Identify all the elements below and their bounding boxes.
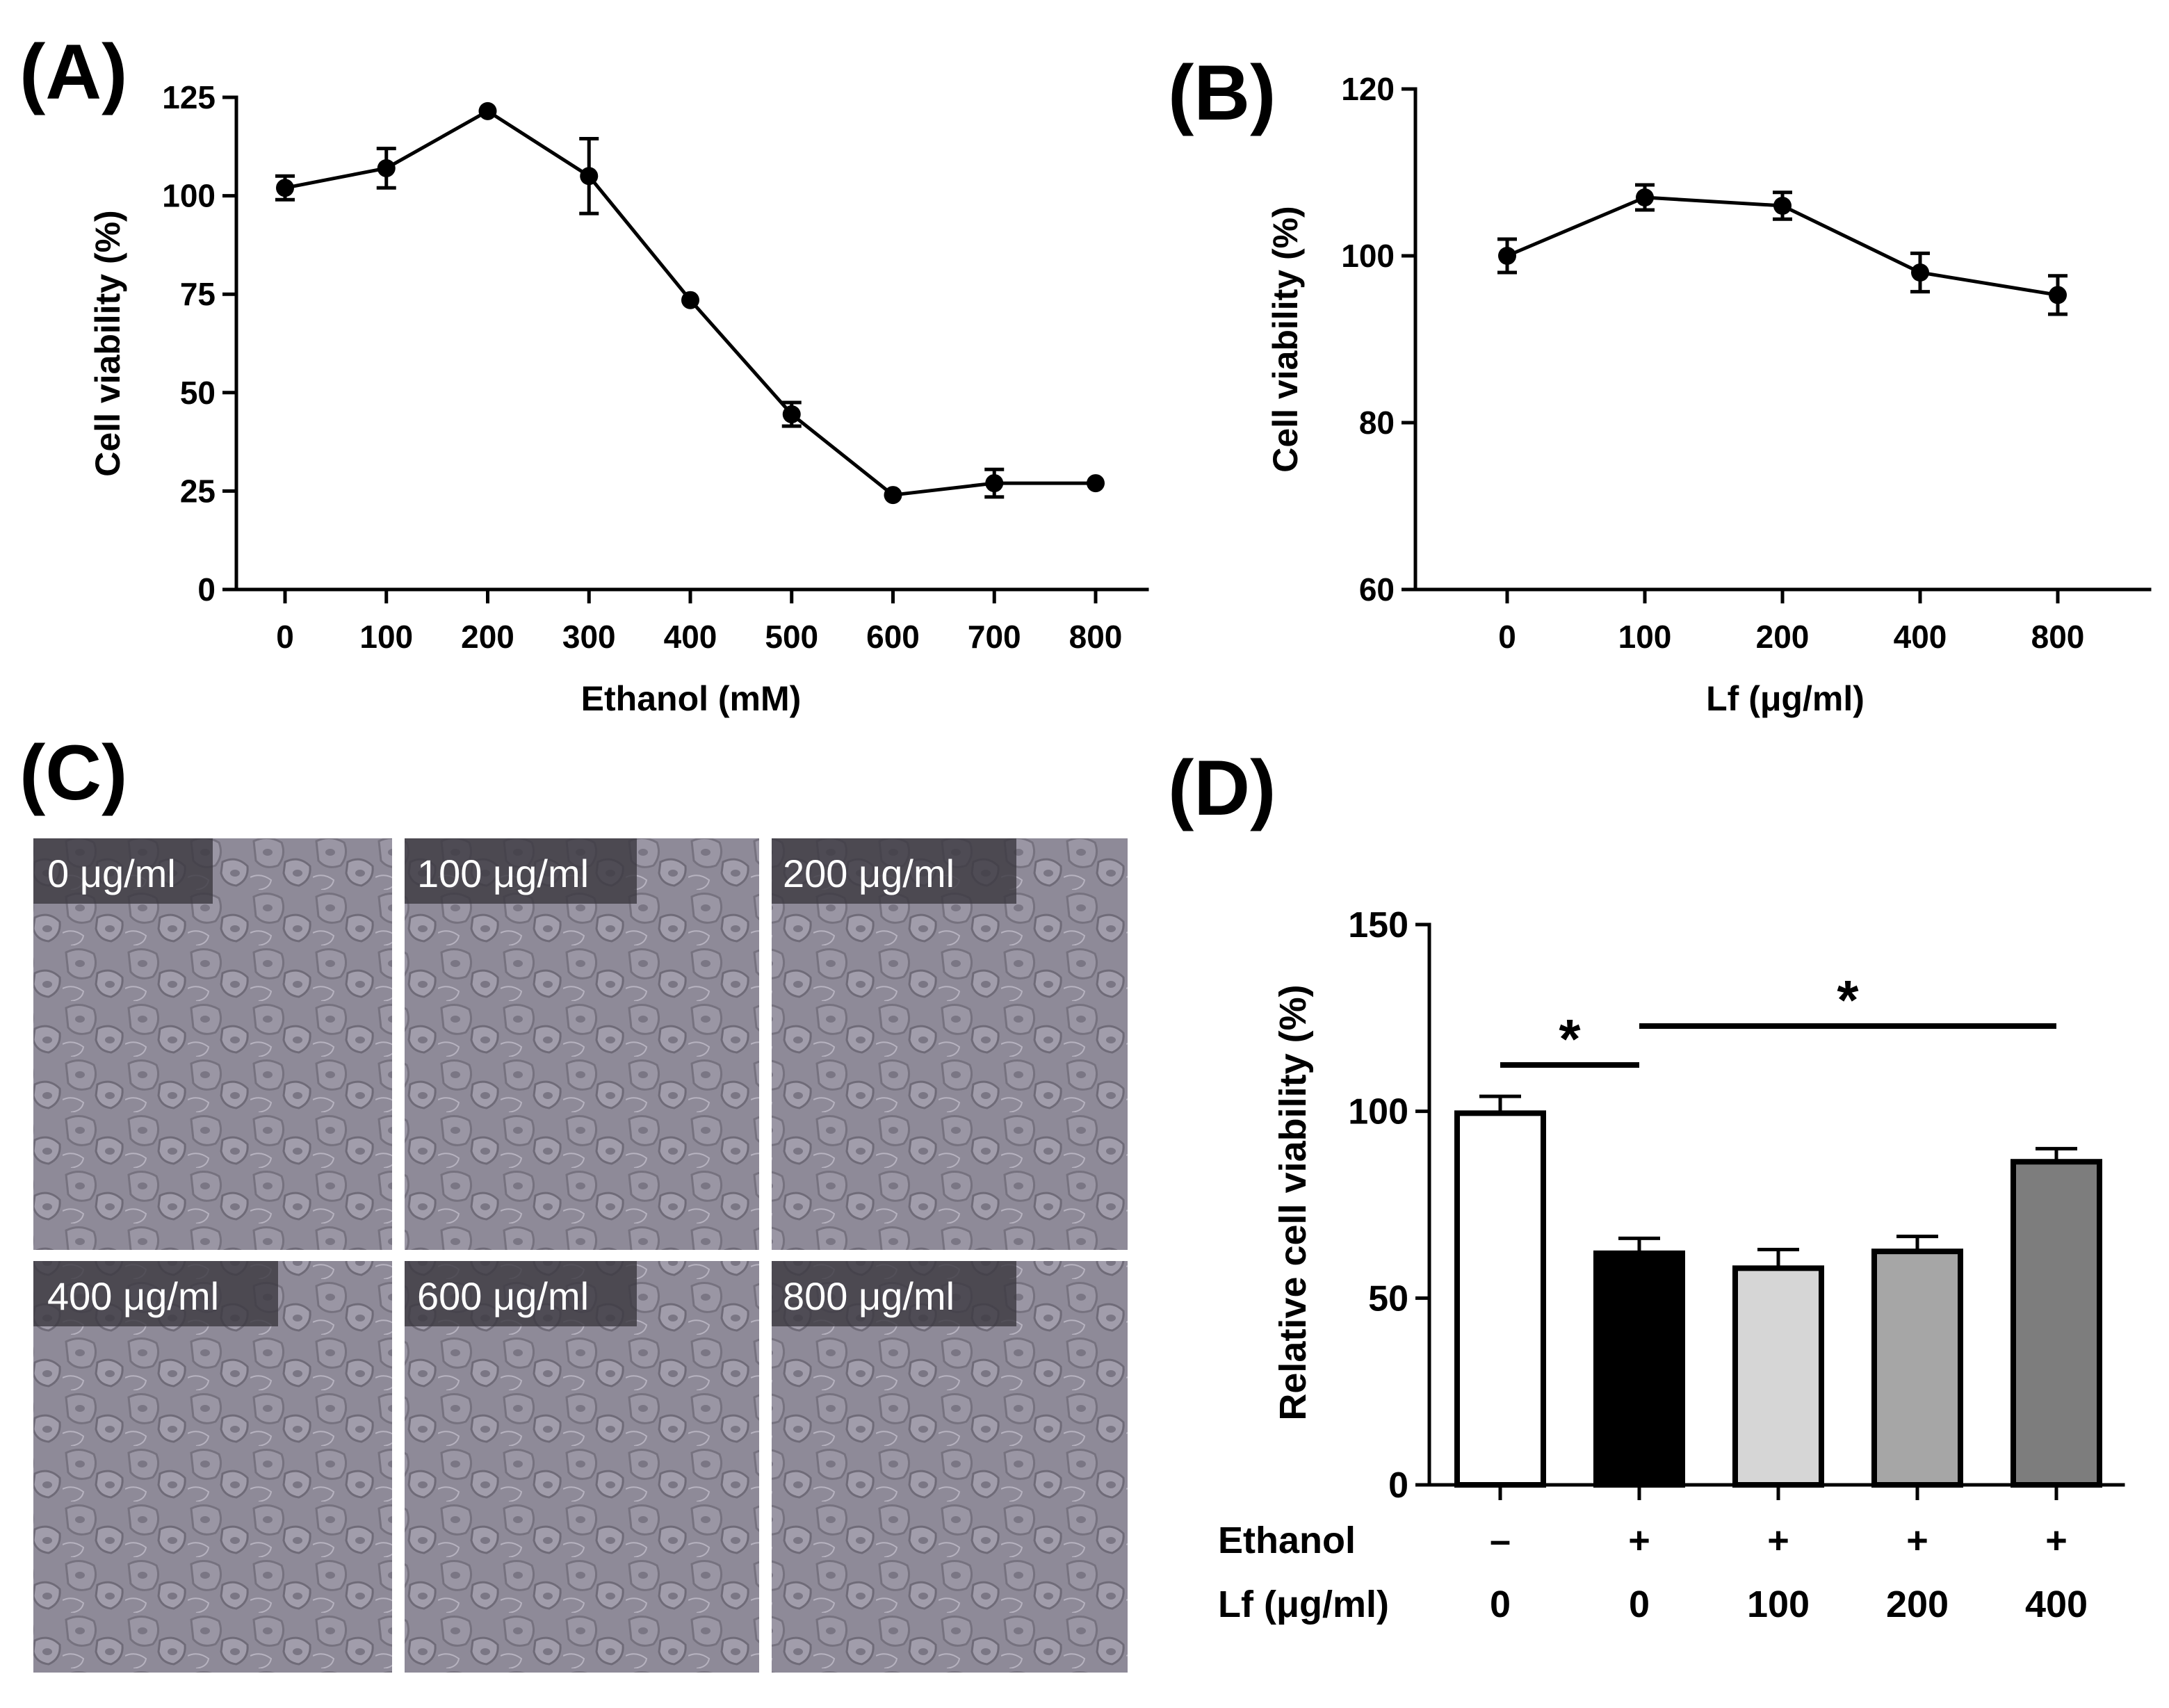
data-point bbox=[2049, 286, 2067, 304]
y-tick-label: 25 bbox=[180, 473, 216, 509]
micrograph-label: 600 μg/ml bbox=[417, 1274, 589, 1318]
micrograph-label: 400 μg/ml bbox=[47, 1274, 219, 1318]
micrograph-label: 100 μg/ml bbox=[417, 852, 589, 895]
panel-label-b: (B) bbox=[1168, 49, 1276, 136]
panel-label-c: (C) bbox=[19, 729, 127, 816]
ethanol-value: + bbox=[1767, 1520, 1789, 1561]
panel-label-a: (A) bbox=[19, 29, 127, 115]
y-tick-label: 0 bbox=[1388, 1465, 1408, 1506]
data-point bbox=[782, 405, 801, 423]
y-tick-label: 60 bbox=[1359, 571, 1395, 608]
y-tick-label: 100 bbox=[1348, 1092, 1408, 1132]
bar bbox=[1454, 1110, 1546, 1488]
x-tick-label: 200 bbox=[461, 619, 514, 655]
y-tick-label: 120 bbox=[1341, 71, 1395, 107]
data-point bbox=[1773, 197, 1792, 215]
ethanol-value: – bbox=[1490, 1520, 1511, 1561]
y-tick-label: 100 bbox=[1341, 238, 1395, 274]
micrograph-2: 200 μg/ml bbox=[772, 838, 1128, 1250]
x-tick-label: 800 bbox=[2031, 619, 2085, 655]
data-point bbox=[884, 486, 902, 505]
lf-value: 200 bbox=[1886, 1584, 1949, 1625]
micrograph-grid: 0 μg/ml 100 μg/ml 200 μg/ml 400 μg/ml 60… bbox=[33, 838, 1128, 1673]
data-point bbox=[985, 474, 1004, 493]
micrograph-label: 0 μg/ml bbox=[47, 852, 176, 895]
bar bbox=[1593, 1250, 1685, 1488]
significance-star: * bbox=[1559, 1008, 1581, 1070]
y-tick-label: 75 bbox=[180, 276, 216, 312]
y-tick-label: 50 bbox=[180, 375, 216, 411]
chart-b: 60 80 100 120 0 100 200 400 800 Lf (μg/ml) Cell… bbox=[1266, 71, 2152, 718]
y-tick-label: 100 bbox=[162, 178, 216, 214]
x-tick-label: 0 bbox=[276, 619, 294, 655]
chart-d-y-title: Relative cell viability (%) bbox=[1272, 984, 1314, 1420]
lf-value: 100 bbox=[1747, 1584, 1810, 1625]
x-tick-label: 100 bbox=[359, 619, 413, 655]
x-tick-label: 600 bbox=[866, 619, 920, 655]
x-tick-label: 700 bbox=[968, 619, 1021, 655]
x-tick-label: 500 bbox=[765, 619, 818, 655]
data-point bbox=[681, 291, 699, 309]
data-point bbox=[377, 158, 396, 177]
chart-b-x-title: Lf (μg/ml) bbox=[1706, 679, 1865, 718]
lf-value: 0 bbox=[1629, 1584, 1650, 1625]
micrograph-5: 800 μg/ml bbox=[772, 1261, 1128, 1673]
ethanol-value: + bbox=[1906, 1520, 1928, 1561]
bar bbox=[1871, 1249, 1963, 1488]
x-tick-label: 100 bbox=[1618, 619, 1672, 655]
data-point bbox=[478, 101, 497, 120]
micrograph-4: 600 μg/ml bbox=[405, 1261, 759, 1673]
lf-value: 0 bbox=[1490, 1584, 1511, 1625]
data-point bbox=[1636, 188, 1654, 206]
row-label-ethanol: Ethanol bbox=[1218, 1520, 1356, 1561]
x-tick-label: 0 bbox=[1498, 619, 1516, 655]
panel-label-d: (D) bbox=[1168, 745, 1276, 831]
x-tick-label: 300 bbox=[562, 619, 616, 655]
ethanol-value: + bbox=[1628, 1520, 1650, 1561]
x-tick-label: 800 bbox=[1069, 619, 1123, 655]
data-point bbox=[1911, 263, 1929, 282]
x-tick-label: 400 bbox=[1894, 619, 1947, 655]
ethanol-value: + bbox=[2045, 1520, 2068, 1561]
y-tick-label: 150 bbox=[1348, 905, 1408, 945]
significance-star: * bbox=[1837, 969, 1859, 1031]
data-point bbox=[276, 179, 294, 197]
x-tick-label: 200 bbox=[1756, 619, 1810, 655]
micrograph-3: 400 μg/ml bbox=[33, 1261, 392, 1673]
chart-a-x-title: Ethanol (mM) bbox=[581, 679, 802, 718]
y-tick-label: 80 bbox=[1359, 405, 1395, 441]
bar bbox=[1732, 1265, 1824, 1488]
y-tick-label: 125 bbox=[162, 79, 216, 115]
data-point bbox=[1087, 474, 1105, 493]
micrograph-label: 800 μg/ml bbox=[783, 1274, 954, 1318]
chart-d: 0 50 100 150 * * – 0 +0 +100 +200 +400 Relative c… bbox=[1218, 905, 2125, 1625]
x-tick-label: 400 bbox=[664, 619, 717, 655]
y-tick-label: 50 bbox=[1368, 1278, 1408, 1319]
bar bbox=[2010, 1159, 2102, 1488]
y-tick-label: 0 bbox=[197, 571, 216, 608]
chart-a-y-title: Cell viability (%) bbox=[88, 210, 127, 476]
row-label-lf: Lf (μg/ml) bbox=[1218, 1584, 1389, 1625]
data-point bbox=[580, 167, 599, 186]
lf-value: 400 bbox=[2025, 1584, 2088, 1625]
micrograph-0: 0 μg/ml bbox=[33, 838, 392, 1250]
micrograph-label: 200 μg/ml bbox=[783, 852, 954, 895]
chart-b-y-title: Cell viability (%) bbox=[1266, 206, 1305, 472]
data-point bbox=[1498, 247, 1516, 265]
micrograph-1: 100 μg/ml bbox=[405, 838, 759, 1250]
